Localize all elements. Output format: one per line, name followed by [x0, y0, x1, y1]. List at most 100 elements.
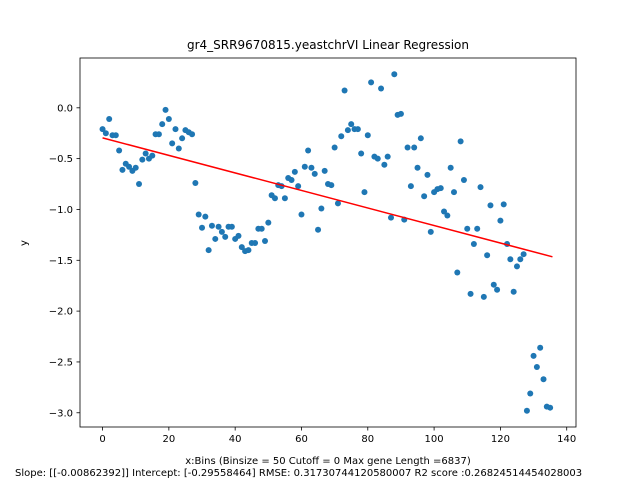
data-point [368, 79, 375, 86]
data-point [444, 212, 451, 219]
y-tick-label: −1.0 [49, 205, 73, 216]
data-point [494, 286, 501, 293]
data-point [520, 251, 527, 258]
data-point [467, 290, 474, 297]
x-tick-label: 0 [99, 434, 105, 445]
data-point [155, 131, 162, 138]
data-point [258, 225, 265, 232]
data-point [354, 126, 361, 133]
y-tick-label: −1.5 [49, 256, 73, 267]
data-point [321, 167, 328, 174]
data-point [235, 232, 242, 239]
data-point [208, 222, 215, 229]
data-point [271, 195, 278, 202]
data-point [344, 127, 351, 134]
data-point [477, 184, 484, 191]
data-point [358, 150, 365, 157]
x-axis-label: x:Bins (Binsize = 50 Cutoff = 0 Max gene… [185, 456, 471, 467]
data-point [172, 126, 179, 133]
data-point [450, 189, 457, 196]
x-tick-label: 100 [425, 434, 444, 445]
data-point [116, 147, 123, 154]
data-point [361, 189, 368, 196]
data-point [391, 71, 398, 78]
data-point [364, 132, 371, 139]
data-point [387, 214, 394, 221]
data-point [252, 240, 259, 247]
data-point [338, 133, 345, 140]
data-point [384, 153, 391, 160]
data-point [397, 110, 404, 117]
data-point [189, 131, 196, 138]
data-point [212, 235, 219, 242]
data-point [99, 126, 106, 133]
data-point [162, 106, 169, 113]
data-point [414, 164, 421, 171]
data-point [165, 115, 172, 122]
data-point [328, 182, 335, 189]
y-tick-label: −2.0 [49, 307, 73, 318]
data-point [464, 225, 471, 232]
data-point [112, 132, 119, 139]
data-point [497, 217, 504, 224]
data-point [490, 281, 497, 288]
data-point [298, 211, 305, 218]
x-tick-label: 80 [361, 434, 374, 445]
x-tick-label: 20 [162, 434, 175, 445]
data-point [136, 181, 143, 188]
data-point [427, 228, 434, 235]
data-point [295, 183, 302, 190]
data-point [175, 145, 182, 152]
data-point [407, 183, 414, 190]
data-point [523, 407, 530, 414]
data-point [215, 223, 222, 230]
data-point [139, 156, 146, 163]
data-point [348, 121, 355, 128]
data-point [517, 256, 524, 263]
y-tick-label: 0.0 [57, 103, 73, 114]
x-tick-label: 140 [557, 434, 576, 445]
data-point [205, 247, 212, 254]
y-tick-label: −2.5 [49, 357, 73, 368]
regression-line [102, 137, 553, 258]
y-axis-label: y [19, 240, 30, 246]
data-point [424, 171, 431, 178]
data-point [484, 252, 491, 259]
data-point [218, 228, 225, 235]
data-point [106, 115, 113, 122]
data-point [318, 205, 325, 212]
data-point [291, 168, 298, 175]
data-point [441, 208, 448, 215]
data-point [437, 185, 444, 192]
data-point [480, 293, 487, 300]
data-point [460, 176, 467, 183]
data-point [527, 390, 534, 397]
data-point [222, 233, 229, 240]
data-point [537, 344, 544, 351]
data-point [132, 164, 139, 171]
data-point [102, 130, 109, 137]
x-tick-label: 60 [295, 434, 308, 445]
data-point [507, 256, 514, 263]
data-point [119, 166, 126, 173]
data-point [126, 163, 133, 170]
data-point [533, 364, 540, 371]
chart-title: gr4_SRR9670815.yeastchrVI Linear Regress… [187, 38, 469, 52]
data-point [179, 135, 186, 142]
data-point [159, 121, 166, 128]
data-point [421, 193, 428, 200]
data-point [530, 352, 537, 359]
data-point [331, 144, 338, 151]
data-point [149, 152, 156, 159]
data-point [192, 180, 199, 187]
data-point [228, 223, 235, 230]
data-point [262, 237, 269, 244]
data-point [199, 224, 206, 231]
data-point [500, 201, 507, 208]
data-point [417, 135, 424, 142]
data-point [238, 244, 245, 251]
data-point [547, 404, 554, 411]
data-point [404, 144, 411, 151]
